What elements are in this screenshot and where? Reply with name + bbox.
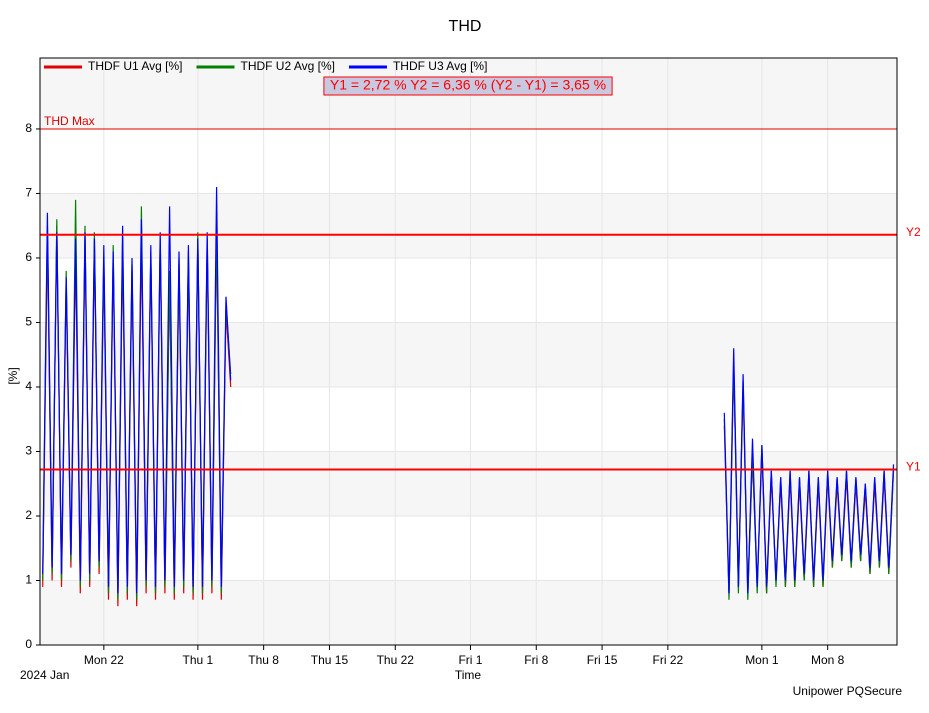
readout-box — [323, 76, 613, 96]
y-tick-label: 7 — [25, 186, 32, 200]
y-tick-label: 5 — [25, 315, 32, 329]
y-tick-label: 0 — [25, 637, 32, 651]
grid-band — [40, 451, 897, 516]
chart-title: THD — [449, 18, 482, 35]
grid-band — [40, 193, 897, 258]
grid-band — [40, 580, 897, 645]
x-tick-label: Fri 15 — [587, 653, 618, 667]
plot-frame — [39, 57, 898, 646]
x-start-label: 2024 Jan — [20, 668, 69, 682]
limit-label: THD Max — [44, 114, 95, 128]
y-tick-label: 2 — [25, 508, 32, 522]
x-tick-label: Fri 22 — [653, 653, 684, 667]
x-tick-label: Thu 1 — [183, 653, 214, 667]
x-tick-label: Fri 1 — [458, 653, 482, 667]
legend-label: THDF U1 Avg [%] — [88, 59, 182, 73]
x-tick-label: Mon 1 — [745, 653, 779, 667]
y-tick-label: 3 — [25, 444, 32, 458]
x-axis-label: Time — [455, 668, 482, 682]
x-tick-label: Mon 8 — [811, 653, 845, 667]
x-tick-label: Thu 15 — [311, 653, 349, 667]
cursor-readout: Y1 = 2,72 % Y2 = 6,36 % (Y2 - Y1) = 3,65… — [330, 77, 606, 93]
cursor-label: Y2 — [906, 225, 921, 239]
cursor-label: Y1 — [906, 460, 921, 474]
y-tick-label: 6 — [25, 250, 32, 264]
series-line — [42, 186, 895, 594]
y-tick-label: 8 — [25, 121, 32, 135]
y-tick-label: 1 — [25, 573, 32, 587]
legend-label: THDF U3 Avg [%] — [393, 59, 487, 73]
legend-label: THDF U2 Avg [%] — [240, 59, 334, 73]
x-tick-label: Thu 8 — [248, 653, 279, 667]
x-tick-label: Mon 22 — [84, 653, 124, 667]
footer: Unipower PQSecure — [793, 684, 903, 698]
y-tick-label: 4 — [25, 379, 32, 393]
y-axis-label: [%] — [6, 367, 20, 384]
x-tick-label: Fri 8 — [524, 653, 548, 667]
grid-band — [40, 322, 897, 387]
x-tick-label: Thu 22 — [377, 653, 415, 667]
